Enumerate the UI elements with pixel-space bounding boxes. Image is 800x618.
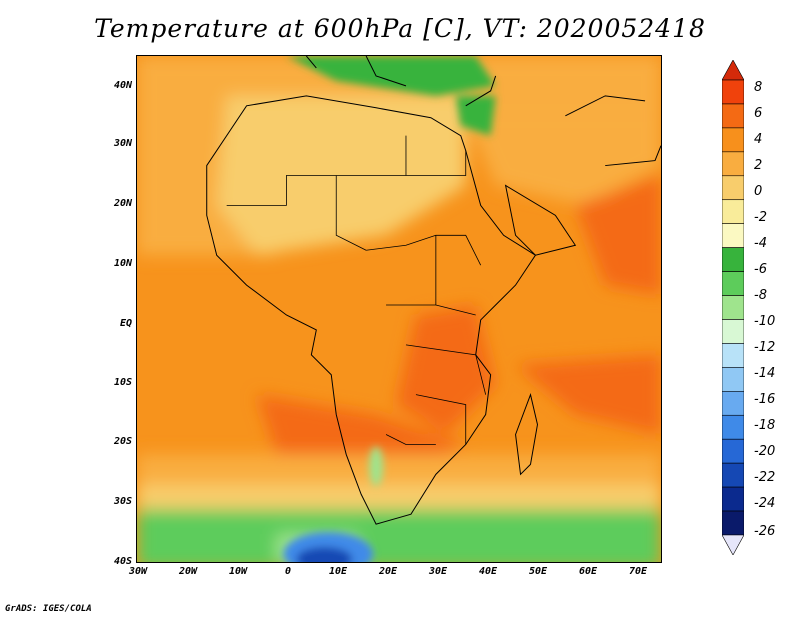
lon-tick-label: 40E — [478, 566, 498, 577]
colorbar-label: -4 — [754, 236, 767, 251]
grads-credit: GrADS: IGES/COLA — [5, 604, 92, 614]
colorbar-box — [722, 343, 744, 368]
colorbar-label: 0 — [754, 184, 763, 199]
colorbar-box — [722, 151, 744, 177]
colorbar-label: -26 — [754, 524, 776, 539]
lat-tick-label: 20N — [113, 198, 132, 209]
colorbar-label: -6 — [754, 262, 767, 277]
colorbar-label: -20 — [754, 444, 776, 459]
colorbar-label: -2 — [754, 210, 767, 225]
colorbar-box — [722, 103, 744, 129]
colorbar-box — [722, 247, 744, 272]
colorbar-label: -10 — [754, 314, 776, 329]
colorbar-label: -16 — [754, 392, 776, 407]
colorbar-label: -12 — [754, 340, 776, 355]
coastlines — [206, 56, 661, 525]
colorbar-box — [722, 271, 744, 296]
colorbar-label: -18 — [754, 418, 776, 433]
colorbar-box — [722, 367, 744, 392]
colorbar-box — [722, 414, 744, 440]
colorbar-box — [722, 127, 744, 153]
lat-tick-label: 40N — [113, 80, 132, 91]
country-borders — [226, 135, 487, 445]
colorbar-box — [722, 391, 744, 416]
temperature-field-bands — [137, 56, 661, 562]
colorbar-box — [722, 510, 744, 536]
colorbar-box — [722, 486, 744, 512]
lat-tick-label: 40S — [113, 556, 132, 567]
lon-tick-label: 60E — [578, 566, 598, 577]
lon-tick-label: 10W — [228, 566, 248, 577]
colorbar-box — [722, 462, 744, 488]
colorbar — [722, 60, 744, 555]
colorbar-label: -14 — [754, 366, 776, 381]
lat-tick-label: 10S — [113, 377, 132, 388]
lat-tick-label: 30N — [113, 138, 132, 149]
lon-tick-label: 30W — [128, 566, 148, 577]
colorbar-label: 8 — [754, 80, 763, 95]
colorbar-label: 6 — [754, 106, 763, 121]
colorbar-box — [722, 438, 744, 464]
lat-tick-label: 10N — [113, 258, 132, 269]
colorbar-box — [722, 60, 744, 81]
plot-title: Temperature at 600hPa [C], VT: 202005241… — [94, 14, 706, 43]
colorbar-box — [722, 295, 744, 320]
colorbar-label: -22 — [754, 470, 776, 485]
lon-tick-label: 50E — [528, 566, 548, 577]
lat-tick-label: 30S — [113, 496, 132, 507]
colorbar-box — [722, 199, 744, 224]
lon-tick-label: 20W — [178, 566, 198, 577]
colorbar-box — [722, 534, 744, 555]
lon-tick-label: 30E — [428, 566, 448, 577]
lon-tick-label: 20E — [378, 566, 398, 577]
lon-tick-label: 0 — [284, 566, 292, 577]
colorbar-label: -24 — [754, 496, 776, 511]
colorbar-box — [722, 319, 744, 344]
colorbar-box — [722, 223, 744, 248]
lat-tick-label: 20S — [113, 436, 132, 447]
colorbar-box — [722, 175, 744, 201]
colorbar-label: 2 — [754, 158, 763, 173]
colorbar-label: 4 — [754, 132, 763, 147]
colorbar-box — [722, 79, 744, 105]
lon-tick-label: 70E — [628, 566, 648, 577]
colorbar-label: -8 — [754, 288, 767, 303]
lon-tick-label: 10E — [328, 566, 348, 577]
lat-tick-label: EQ — [119, 318, 132, 329]
temperature-map — [136, 55, 662, 563]
